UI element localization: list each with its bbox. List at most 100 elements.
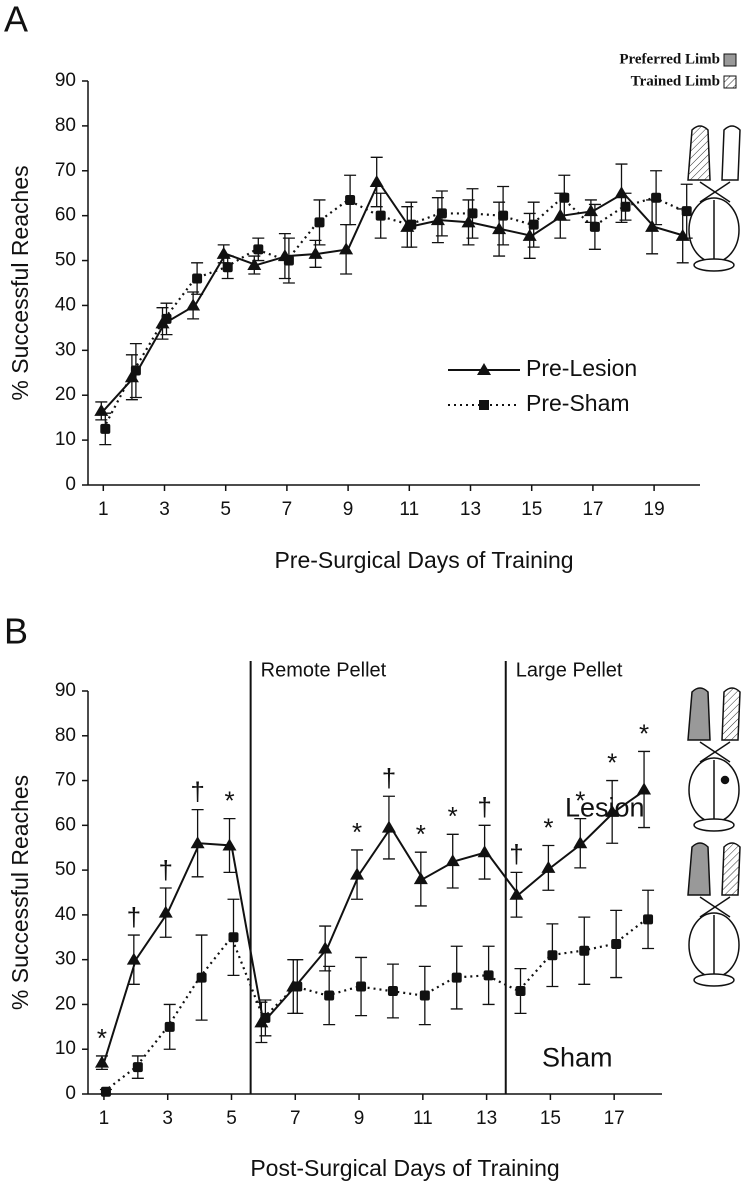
x-axis-title: Pre-Surgical Days of Training [274,547,573,573]
x-tick-label: 15 [540,1108,561,1129]
marker [94,403,109,416]
marker [100,1086,111,1097]
marker [451,972,462,983]
group-label: Sham [542,1042,613,1072]
marker [350,867,365,880]
marker [190,836,205,849]
significance: † [127,902,141,932]
x-tick-label: 13 [476,1108,497,1129]
marker [445,854,460,867]
x-tick-label: 19 [644,499,665,520]
brain-icon-a [687,125,741,272]
x-tick-label: 13 [460,499,481,520]
y-tick-label: 30 [55,949,76,970]
marker [579,945,590,956]
marker [509,887,524,900]
marker [260,1012,271,1023]
x-tick-label: 11 [399,499,419,520]
phase-label: Remote Pellet [261,659,387,681]
marker [196,972,207,983]
series-line [103,918,647,1093]
y-tick-label: 50 [55,859,76,880]
significance: * [448,801,458,831]
marker [419,990,430,1001]
y-tick-label: 40 [55,294,76,315]
significance: * [352,817,362,847]
marker [651,192,662,203]
significance: † [190,777,204,807]
marker [645,219,660,232]
y-tick-label: 0 [65,1083,76,1104]
marker [614,186,629,199]
x-tick-label: 1 [98,499,109,520]
significance: † [382,763,396,793]
marker [345,194,356,205]
marker [100,423,111,434]
y-tick-label: 70 [55,160,76,181]
significance: † [509,839,523,869]
marker [132,1062,143,1073]
panel-label: A [4,0,28,40]
marker [292,981,303,992]
marker [314,217,325,228]
marker [547,950,558,961]
y-tick-label: 40 [55,904,76,925]
y-tick-label: 10 [55,1038,76,1059]
marker [589,221,600,232]
significance: * [224,785,234,815]
brain-icon-sham [687,842,741,987]
marker [381,820,396,833]
x-tick-label: 15 [521,499,542,520]
limb-legend-swatch [723,75,737,89]
legend-label: Pre-Sham [526,390,630,416]
y-tick-label: 80 [55,725,76,746]
series: * † † † * * † * * † † * * * * [94,718,652,1071]
x-tick-label: 3 [162,1108,173,1129]
y-axis-title: % Successful Reaches [7,165,33,400]
panel-label: B [4,611,28,652]
marker [283,255,294,266]
x-axis-title: Post-Surgical Days of Training [250,1155,559,1181]
significance: * [416,819,426,849]
series-line [102,196,686,430]
limb-legend-label: Trained Limb [631,73,720,89]
marker [186,298,201,311]
marker [559,192,570,203]
marker [406,219,417,230]
marker [375,210,386,221]
phase-label: Large Pellet [516,659,623,681]
marker [158,905,173,918]
y-tick-label: 60 [55,205,76,226]
x-tick-label: 7 [282,499,293,520]
y-tick-label: 50 [55,250,76,271]
y-tick-label: 60 [55,814,76,835]
marker [573,836,588,849]
marker [611,938,622,949]
marker [222,262,233,273]
marker [515,986,526,997]
marker [413,872,428,885]
y-tick-label: 30 [55,339,76,360]
marker [620,201,631,212]
legend-marker [477,363,491,375]
marker [161,313,172,324]
y-tick-label: 80 [55,115,76,136]
marker [247,258,262,271]
marker [164,1021,175,1032]
y-tick-label: 90 [55,680,76,701]
significance: * [607,747,617,777]
marker [216,246,231,259]
y-axis-title: % Successful Reaches [7,775,33,1010]
marker [605,804,620,817]
y-tick-label: 70 [55,770,76,791]
group-label: Lesion [565,793,645,823]
marker [308,246,323,259]
x-tick-label: 5 [220,499,231,520]
marker [436,208,447,219]
marker [387,986,398,997]
marker [130,365,141,376]
marker [253,244,264,255]
marker [467,208,478,219]
marker [643,914,654,925]
